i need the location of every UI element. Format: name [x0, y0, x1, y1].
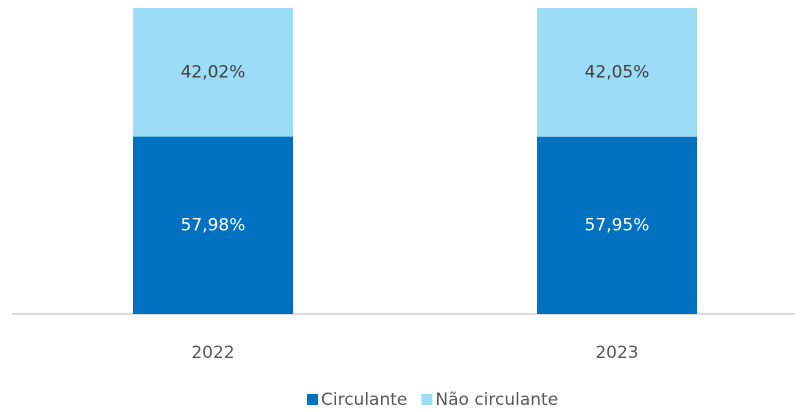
legend-label: Circulante [321, 390, 407, 410]
data-label: 57,98% [181, 215, 246, 235]
data-label: 42,02% [181, 62, 246, 82]
bar-segment [537, 136, 697, 314]
legend-swatch [307, 394, 318, 405]
bar-segment [133, 8, 293, 137]
legend-swatch [421, 394, 433, 405]
bar-segment [537, 8, 697, 137]
data-label: 42,05% [585, 62, 650, 82]
data-label: 57,95% [585, 215, 650, 235]
bar-segment [133, 136, 293, 314]
legend-label: Não circulante [435, 390, 558, 410]
x-tick-label: 2023 [595, 343, 638, 363]
x-tick-label: 2022 [191, 343, 234, 363]
